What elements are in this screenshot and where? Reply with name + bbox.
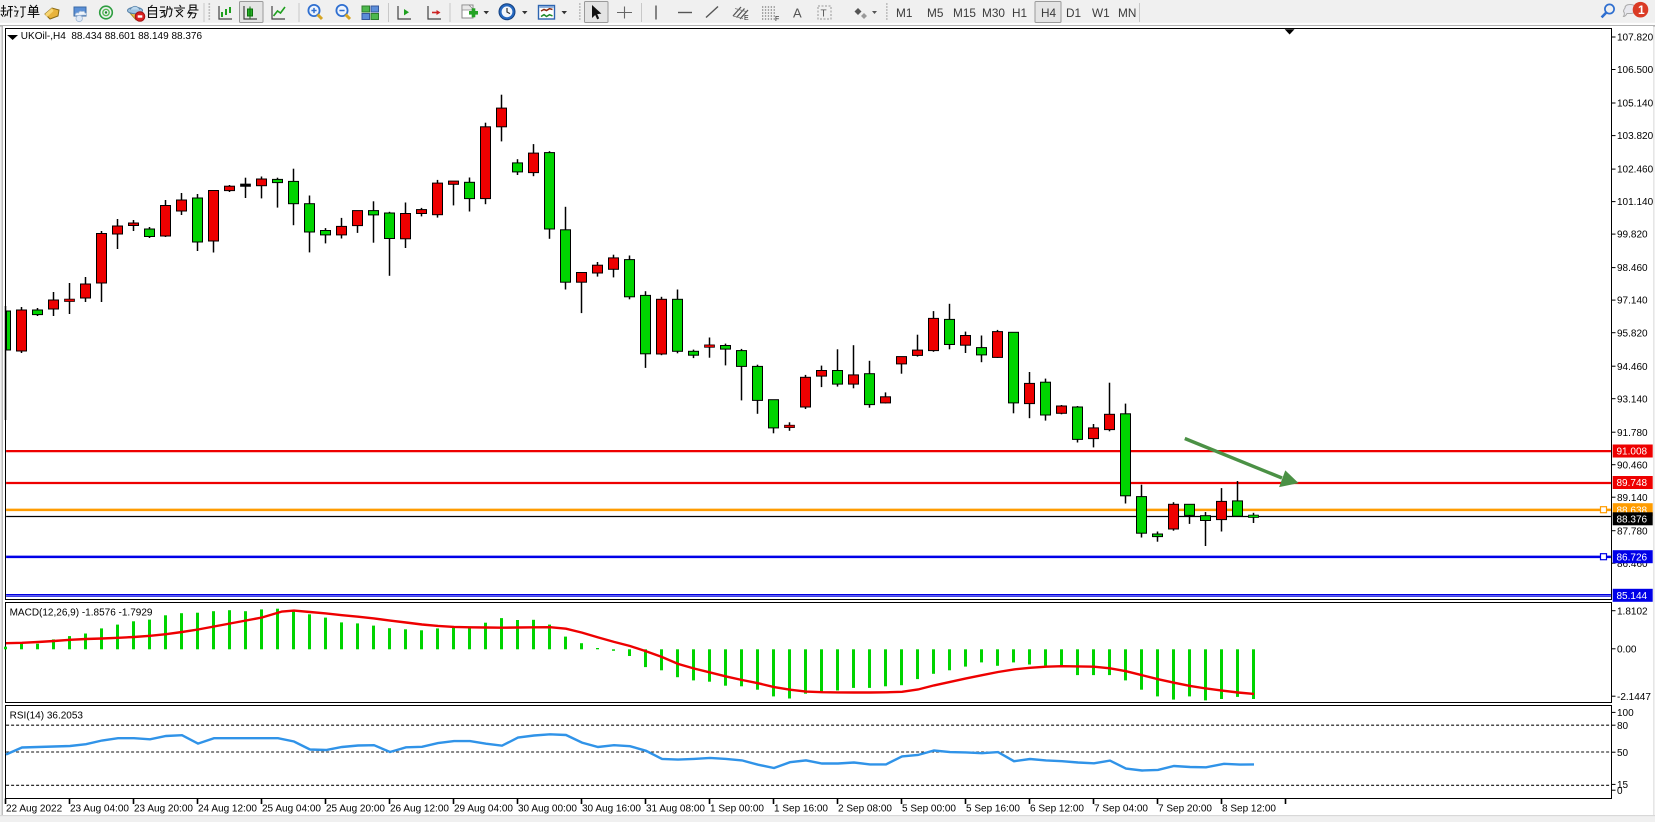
svg-text:A: A: [793, 6, 802, 21]
svg-text:0: 0: [1617, 786, 1623, 797]
svg-text:25 Aug 04:00: 25 Aug 04:00: [262, 804, 321, 815]
svg-text:5 Sep 16:00: 5 Sep 16:00: [966, 804, 1020, 815]
svg-text:-2.1447: -2.1447: [1617, 692, 1651, 703]
svg-text:90.460: 90.460: [1617, 460, 1648, 471]
svg-text:1.8102: 1.8102: [1617, 606, 1648, 617]
svg-text:29 Aug 04:00: 29 Aug 04:00: [454, 804, 513, 815]
svg-text:106.500: 106.500: [1617, 65, 1654, 76]
svg-text:86.460: 86.460: [1617, 559, 1648, 570]
svg-text:50: 50: [1617, 748, 1629, 759]
svg-text:0.00: 0.00: [1617, 644, 1637, 655]
svg-text:86.726: 86.726: [1617, 552, 1648, 563]
svg-text:M5: M5: [927, 6, 944, 20]
svg-text:88.638: 88.638: [1617, 505, 1648, 516]
svg-text:23 Aug 20:00: 23 Aug 20:00: [134, 804, 193, 815]
svg-text:26 Aug 12:00: 26 Aug 12:00: [390, 804, 449, 815]
svg-text:1: 1: [1638, 3, 1645, 17]
svg-text:80: 80: [1617, 721, 1629, 732]
svg-text:E: E: [744, 15, 749, 22]
svg-text:M1: M1: [896, 6, 912, 20]
svg-text:91.008: 91.008: [1617, 447, 1648, 458]
svg-text:97.140: 97.140: [1617, 296, 1648, 307]
svg-text:102.460: 102.460: [1617, 165, 1654, 176]
svg-text:100: 100: [1617, 708, 1634, 719]
svg-text:22 Aug 2022: 22 Aug 2022: [6, 804, 63, 815]
svg-text:2 Sep 08:00: 2 Sep 08:00: [838, 804, 892, 815]
svg-text:D1: D1: [1066, 6, 1081, 20]
svg-text:1 Sep 16:00: 1 Sep 16:00: [774, 804, 828, 815]
svg-text:103.820: 103.820: [1617, 131, 1654, 142]
svg-text:5 Sep 00:00: 5 Sep 00:00: [902, 804, 956, 815]
svg-text:101.140: 101.140: [1617, 197, 1654, 208]
svg-text:RSI(14) 36.2053: RSI(14) 36.2053: [10, 711, 84, 722]
svg-text:30 Aug 00:00: 30 Aug 00:00: [518, 804, 577, 815]
svg-text:F: F: [775, 16, 779, 23]
svg-text:94.460: 94.460: [1617, 362, 1648, 373]
svg-text:105.140: 105.140: [1617, 99, 1654, 110]
svg-text:23 Aug 04:00: 23 Aug 04:00: [70, 804, 129, 815]
svg-text:7 Sep 04:00: 7 Sep 04:00: [1094, 804, 1148, 815]
svg-text:MACD(12,26,9) -1.8576 -1.7929: MACD(12,26,9) -1.8576 -1.7929: [10, 608, 153, 619]
svg-text:15: 15: [1617, 780, 1629, 791]
svg-text:H1: H1: [1012, 6, 1027, 20]
svg-text:6 Sep 12:00: 6 Sep 12:00: [1030, 804, 1084, 815]
svg-text:30 Aug 16:00: 30 Aug 16:00: [582, 804, 641, 815]
svg-text:98.460: 98.460: [1617, 263, 1648, 274]
svg-text:89.140: 89.140: [1617, 493, 1648, 504]
svg-text:M15: M15: [953, 6, 976, 20]
svg-text:24 Aug 12:00: 24 Aug 12:00: [198, 804, 257, 815]
svg-text:8 Sep 12:00: 8 Sep 12:00: [1222, 804, 1276, 815]
svg-text:99.820: 99.820: [1617, 230, 1648, 241]
svg-text:H4: H4: [1041, 6, 1057, 20]
svg-text:W1: W1: [1092, 6, 1110, 20]
svg-text:88.376: 88.376: [1617, 514, 1648, 525]
svg-text:93.140: 93.140: [1617, 394, 1648, 405]
svg-text:M30: M30: [982, 6, 1005, 20]
svg-text:7 Sep 20:00: 7 Sep 20:00: [1158, 804, 1212, 815]
svg-text:107.820: 107.820: [1617, 33, 1654, 44]
svg-text:T: T: [821, 9, 827, 20]
svg-text:95.820: 95.820: [1617, 328, 1648, 339]
svg-text:25 Aug 20:00: 25 Aug 20:00: [326, 804, 385, 815]
svg-text:91.780: 91.780: [1617, 428, 1648, 439]
svg-text:85.144: 85.144: [1617, 591, 1648, 602]
svg-text:1 Sep 00:00: 1 Sep 00:00: [710, 804, 764, 815]
svg-text:MN: MN: [1118, 6, 1136, 20]
svg-text:31 Aug 08:00: 31 Aug 08:00: [646, 804, 705, 815]
svg-text:UKOil-,H4 88.434 88.601 88.14: UKOil-,H4 88.434 88.601 88.149 88.376: [21, 31, 203, 42]
svg-text:87.780: 87.780: [1617, 526, 1648, 537]
svg-text:89.748: 89.748: [1617, 478, 1648, 489]
